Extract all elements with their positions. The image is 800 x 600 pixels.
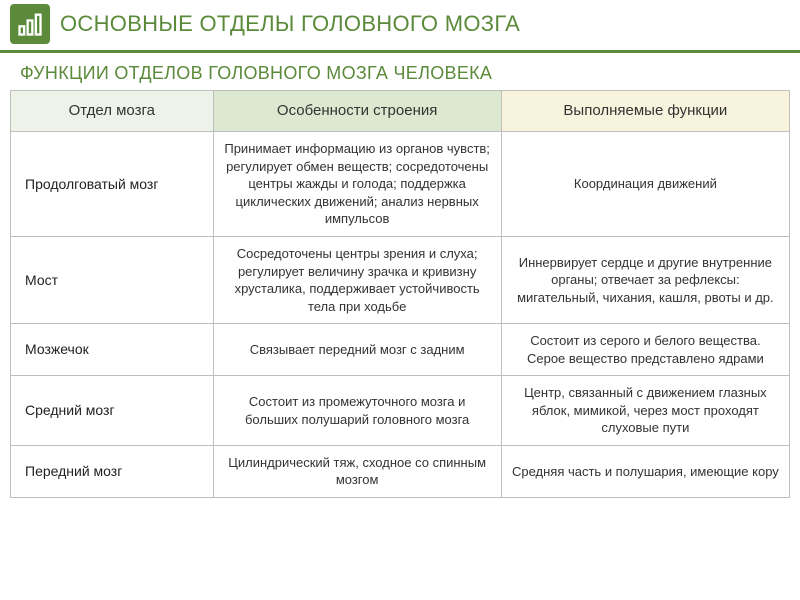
document-page: ОСНОВНЫЕ ОТДЕЛЫ ГОЛОВНОГО МОЗГА ФУНКЦИИ … bbox=[0, 0, 800, 498]
header: ОСНОВНЫЕ ОТДЕЛЫ ГОЛОВНОГО МОЗГА bbox=[0, 0, 800, 53]
cell-function: Средняя часть и полушария, имеющие кору bbox=[501, 445, 789, 497]
table-header-row: Отдел мозга Особенности строения Выполня… bbox=[11, 91, 790, 132]
cell-section: Мост bbox=[11, 236, 214, 323]
cell-structure: Сосредоточены центры зрения и слуха; рег… bbox=[213, 236, 501, 323]
table-row: Мозжечок Связывает передний мозг с задни… bbox=[11, 324, 790, 376]
cell-structure: Цилиндрический тяж, сходное со спинным м… bbox=[213, 445, 501, 497]
col-function: Выполняемые функции bbox=[501, 91, 789, 132]
main-title: ОСНОВНЫЕ ОТДЕЛЫ ГОЛОВНОГО МОЗГА bbox=[60, 11, 520, 37]
cell-structure: Принимает информацию из органов чувств; … bbox=[213, 132, 501, 237]
cell-function: Иннервирует сердце и другие внутренние о… bbox=[501, 236, 789, 323]
cell-section: Средний мозг bbox=[11, 376, 214, 446]
col-section: Отдел мозга bbox=[11, 91, 214, 132]
brain-sections-table: Отдел мозга Особенности строения Выполня… bbox=[10, 90, 790, 498]
table-row: Передний мозг Цилиндрический тяж, сходно… bbox=[11, 445, 790, 497]
subtitle: ФУНКЦИИ ОТДЕЛОВ ГОЛОВНОГО МОЗГА ЧЕЛОВЕКА bbox=[0, 53, 800, 90]
cell-section: Мозжечок bbox=[11, 324, 214, 376]
cell-structure: Связывает передний мозг с задним bbox=[213, 324, 501, 376]
logo-icon bbox=[10, 4, 50, 44]
cell-function: Состоит из серого и белого вещества. Сер… bbox=[501, 324, 789, 376]
table-row: Средний мозг Состоит из промежуточного м… bbox=[11, 376, 790, 446]
col-structure: Особенности строения bbox=[213, 91, 501, 132]
cell-section: Продолговатый мозг bbox=[11, 132, 214, 237]
cell-structure: Состоит из промежуточного мозга и больши… bbox=[213, 376, 501, 446]
cell-section: Передний мозг bbox=[11, 445, 214, 497]
table-row: Продолговатый мозг Принимает информацию … bbox=[11, 132, 790, 237]
table-row: Мост Сосредоточены центры зрения и слуха… bbox=[11, 236, 790, 323]
cell-function: Координация движений bbox=[501, 132, 789, 237]
cell-function: Центр, связанный с движением глазных ябл… bbox=[501, 376, 789, 446]
